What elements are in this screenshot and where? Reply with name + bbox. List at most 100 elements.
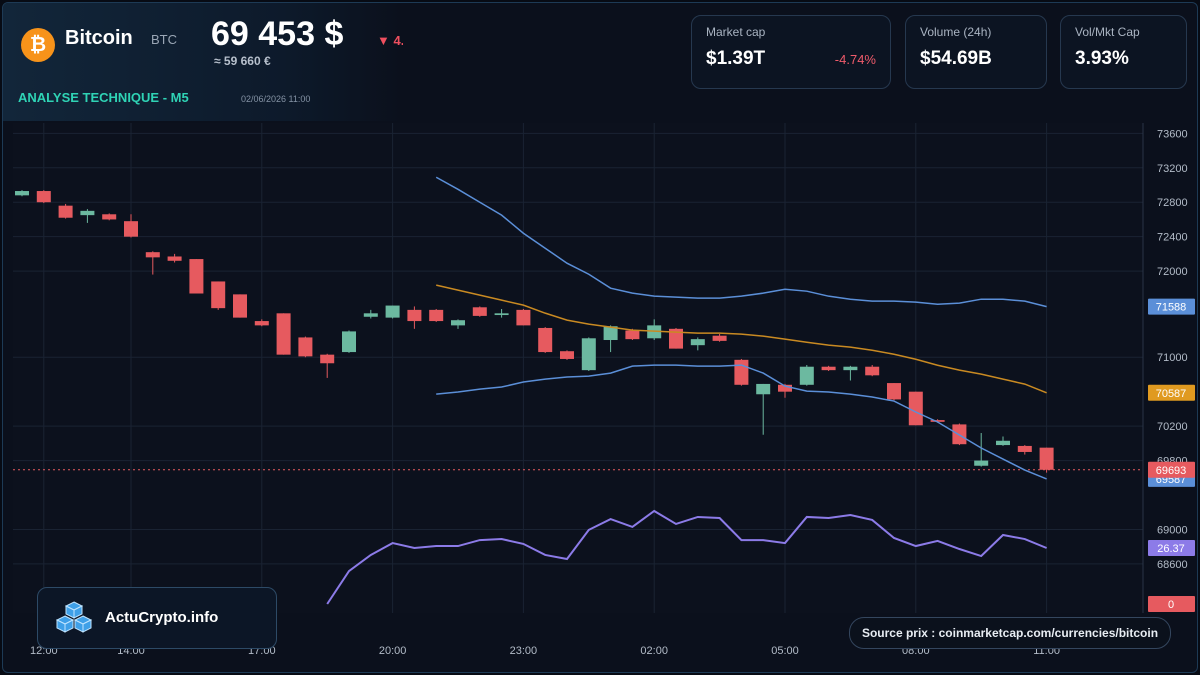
brand-name: ActuCrypto.info <box>105 609 219 626</box>
candle-body <box>189 259 204 294</box>
candle-body <box>538 327 553 353</box>
stat-value: $1.39T <box>706 48 766 69</box>
overlay-tag: 70587 <box>1156 388 1187 400</box>
y-tick-label: 72800 <box>1157 197 1188 209</box>
candle-body <box>560 351 574 359</box>
candle-body <box>385 305 400 318</box>
candle-body <box>516 309 531 326</box>
candle-body <box>778 384 792 392</box>
band-line <box>436 364 1047 480</box>
band-line <box>435 176 1047 308</box>
overlay-tag: 26.37 <box>1157 543 1185 555</box>
header-art: ₿ Bitcoin BTC 69 453 $ ▼ 4.74% (24h) ≈ 5… <box>18 15 403 105</box>
price-change: ▼ 4.74% (24h) <box>377 33 403 48</box>
brand-box: ActuCrypto.info <box>37 587 277 649</box>
section-title: ANALYSE TECHNIQUE - M5 <box>18 90 189 105</box>
candle-body <box>124 221 138 237</box>
candle-body <box>669 328 683 349</box>
y-tick-label: 69000 <box>1157 524 1188 536</box>
candle-body <box>167 256 182 261</box>
candle-body <box>36 191 51 203</box>
stat-value: $54.69B <box>920 48 992 69</box>
candle-body <box>603 326 618 341</box>
candle-body <box>363 313 378 317</box>
x-tick-label: 02:00 <box>640 645 668 657</box>
timestamp: 02/06/2026 11:00 <box>241 94 310 104</box>
stat-card: Volume (24h) $54.69B <box>905 15 1047 89</box>
coin-ticker: BTC <box>151 32 177 47</box>
stat-value: 3.93% <box>1075 48 1129 69</box>
candle-body <box>974 460 989 466</box>
candle-body <box>320 354 335 364</box>
coin-icon <box>21 28 55 62</box>
overlay-tag-bg <box>1148 540 1195 557</box>
candle-body <box>451 320 465 326</box>
candle-body <box>1039 447 1054 470</box>
brand-logo <box>55 601 93 633</box>
stat-card: Vol/Mkt Cap 3.93% <box>1060 15 1187 89</box>
current-price-tag-bg <box>1148 461 1195 478</box>
price-eur: ≈ 59 660 € <box>214 54 271 68</box>
candle-body <box>276 313 291 355</box>
y-tick-label: 71000 <box>1157 352 1188 364</box>
candle-body <box>233 294 247 318</box>
candle-body <box>211 281 226 309</box>
stat-label: Volume (24h) <box>920 25 992 39</box>
candle-body <box>298 337 313 357</box>
candle-body <box>734 359 749 385</box>
y-tick-label: 72400 <box>1157 232 1188 244</box>
candle-body <box>625 330 640 340</box>
candle-body <box>429 309 444 322</box>
candle-body <box>821 366 836 371</box>
y-tick-label: 70200 <box>1157 421 1188 433</box>
candle-body <box>581 338 596 371</box>
candle-body <box>908 391 923 426</box>
band-line <box>436 284 1047 394</box>
candle-body <box>407 309 422 322</box>
source-note: Source prix : coinmarketcap.com/currenci… <box>849 617 1171 649</box>
candle-body <box>690 339 705 346</box>
stat-change: -4.74% <box>834 52 876 67</box>
candle-body <box>887 383 901 400</box>
y2-tick-label: 0 <box>1168 599 1174 611</box>
candle-body <box>58 205 73 218</box>
overlay-tag-bg <box>1148 298 1195 315</box>
y-tick-label: 73600 <box>1157 128 1188 140</box>
stat-card: Market cap $1.39T -4.74% <box>691 15 891 89</box>
plot-background <box>13 123 1143 613</box>
chart: 7360073200728007240072000710007020069800… <box>13 123 1195 657</box>
y-tick-label: 72000 <box>1157 266 1188 278</box>
candle-body <box>494 313 509 316</box>
candle-body <box>102 214 117 220</box>
candle-body <box>254 321 269 326</box>
overlay-tag: 71588 <box>1156 302 1187 314</box>
candle-body <box>80 210 95 216</box>
candle-body <box>843 366 858 371</box>
candle-body <box>930 420 945 422</box>
stat-label: Vol/Mkt Cap <box>1075 25 1140 39</box>
y2-tick-label-bg <box>1148 595 1195 612</box>
y-tick-label: 68600 <box>1157 559 1188 571</box>
header: ₿ Bitcoin BTC 69 453 $ ▼ 4.74% (24h) ≈ 5… <box>3 3 403 121</box>
stat-label: Market cap <box>706 25 766 39</box>
candle-body <box>996 440 1010 446</box>
coin-symbol: ₿ <box>30 34 46 56</box>
candle-body <box>799 366 814 385</box>
candle-body <box>472 307 487 316</box>
current-price-tag: 69693 <box>1156 465 1187 477</box>
candle-body <box>342 331 356 353</box>
y-tick-label: 73200 <box>1157 163 1188 175</box>
oscillator-line <box>326 509 1047 605</box>
candle-body <box>865 366 880 376</box>
candle-body <box>1017 445 1032 452</box>
x-tick-label: 23:00 <box>510 645 538 657</box>
x-tick-label: 05:00 <box>771 645 799 657</box>
candle-body <box>756 383 771 395</box>
price: 69 453 $ <box>211 15 343 53</box>
x-tick-label: 20:00 <box>379 645 407 657</box>
candle-body <box>145 252 160 258</box>
coin-name: Bitcoin <box>65 27 133 49</box>
candle-body <box>15 191 29 196</box>
